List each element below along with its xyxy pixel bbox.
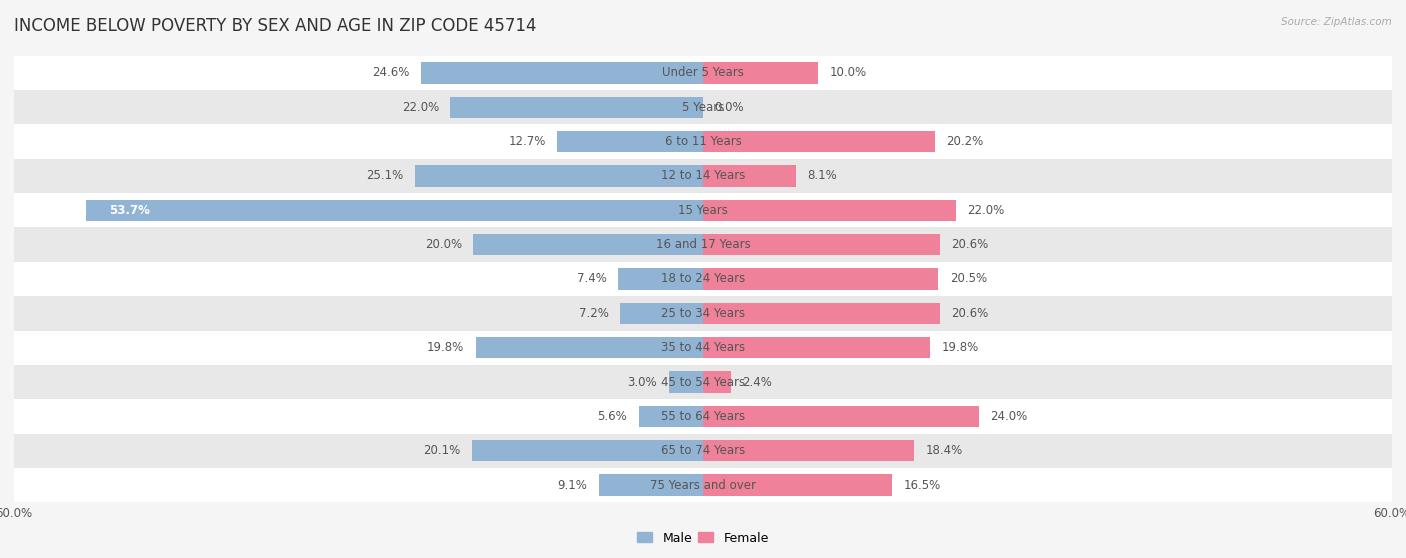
Bar [703, 474, 893, 496]
Bar [703, 440, 914, 461]
Bar [703, 268, 938, 290]
Bar [415, 165, 703, 186]
Bar [475, 337, 703, 358]
Bar [14, 124, 1392, 159]
Text: 16 and 17 Years: 16 and 17 Years [655, 238, 751, 251]
Text: 5.6%: 5.6% [598, 410, 627, 423]
Text: 3.0%: 3.0% [627, 376, 657, 388]
Bar [14, 434, 1392, 468]
Text: Under 5 Years: Under 5 Years [662, 66, 744, 79]
Text: Source: ZipAtlas.com: Source: ZipAtlas.com [1281, 17, 1392, 27]
Bar [638, 406, 703, 427]
Text: 55 to 64 Years: 55 to 64 Years [661, 410, 745, 423]
Bar [703, 165, 796, 186]
Bar [420, 62, 703, 84]
Text: 18 to 24 Years: 18 to 24 Years [661, 272, 745, 286]
Text: 22.0%: 22.0% [967, 204, 1004, 217]
Text: 35 to 44 Years: 35 to 44 Years [661, 341, 745, 354]
Text: 19.8%: 19.8% [427, 341, 464, 354]
Bar [472, 440, 703, 461]
Bar [86, 200, 703, 221]
Text: 12 to 14 Years: 12 to 14 Years [661, 170, 745, 182]
Bar [703, 62, 818, 84]
Text: 25 to 34 Years: 25 to 34 Years [661, 307, 745, 320]
Text: 22.0%: 22.0% [402, 101, 439, 114]
Bar [703, 200, 956, 221]
Bar [14, 365, 1392, 399]
Text: 2.4%: 2.4% [742, 376, 772, 388]
Text: 20.5%: 20.5% [950, 272, 987, 286]
Legend: Male, Female: Male, Female [633, 527, 773, 550]
Text: 24.0%: 24.0% [990, 410, 1028, 423]
Bar [669, 372, 703, 393]
Bar [14, 262, 1392, 296]
Bar [703, 131, 935, 152]
Text: 0.0%: 0.0% [714, 101, 744, 114]
Bar [619, 268, 703, 290]
Text: 75 Years and over: 75 Years and over [650, 479, 756, 492]
Bar [14, 193, 1392, 228]
Text: 20.6%: 20.6% [950, 238, 988, 251]
Bar [14, 296, 1392, 330]
Text: 12.7%: 12.7% [509, 135, 546, 148]
Bar [620, 302, 703, 324]
Text: 8.1%: 8.1% [807, 170, 837, 182]
Text: 9.1%: 9.1% [557, 479, 588, 492]
Text: 25.1%: 25.1% [366, 170, 404, 182]
Text: 7.4%: 7.4% [576, 272, 606, 286]
Text: 20.2%: 20.2% [946, 135, 984, 148]
Text: 20.6%: 20.6% [950, 307, 988, 320]
Text: 20.1%: 20.1% [423, 444, 461, 457]
Text: 18.4%: 18.4% [925, 444, 963, 457]
Text: INCOME BELOW POVERTY BY SEX AND AGE IN ZIP CODE 45714: INCOME BELOW POVERTY BY SEX AND AGE IN Z… [14, 17, 537, 35]
Bar [703, 372, 731, 393]
Bar [557, 131, 703, 152]
Text: 7.2%: 7.2% [579, 307, 609, 320]
Bar [14, 330, 1392, 365]
Text: 20.0%: 20.0% [425, 238, 461, 251]
Text: 10.0%: 10.0% [830, 66, 866, 79]
Text: 19.8%: 19.8% [942, 341, 979, 354]
Bar [599, 474, 703, 496]
Bar [703, 337, 931, 358]
Text: 16.5%: 16.5% [904, 479, 941, 492]
Bar [703, 302, 939, 324]
Bar [703, 406, 979, 427]
Text: 53.7%: 53.7% [110, 204, 150, 217]
Bar [474, 234, 703, 256]
Text: 15 Years: 15 Years [678, 204, 728, 217]
Bar [14, 468, 1392, 502]
Bar [14, 56, 1392, 90]
Text: 65 to 74 Years: 65 to 74 Years [661, 444, 745, 457]
Text: 24.6%: 24.6% [371, 66, 409, 79]
Text: 45 to 54 Years: 45 to 54 Years [661, 376, 745, 388]
Text: 5 Years: 5 Years [682, 101, 724, 114]
Bar [14, 228, 1392, 262]
Bar [14, 399, 1392, 434]
Text: 6 to 11 Years: 6 to 11 Years [665, 135, 741, 148]
Bar [450, 97, 703, 118]
Bar [14, 159, 1392, 193]
Bar [14, 90, 1392, 124]
Bar [703, 234, 939, 256]
